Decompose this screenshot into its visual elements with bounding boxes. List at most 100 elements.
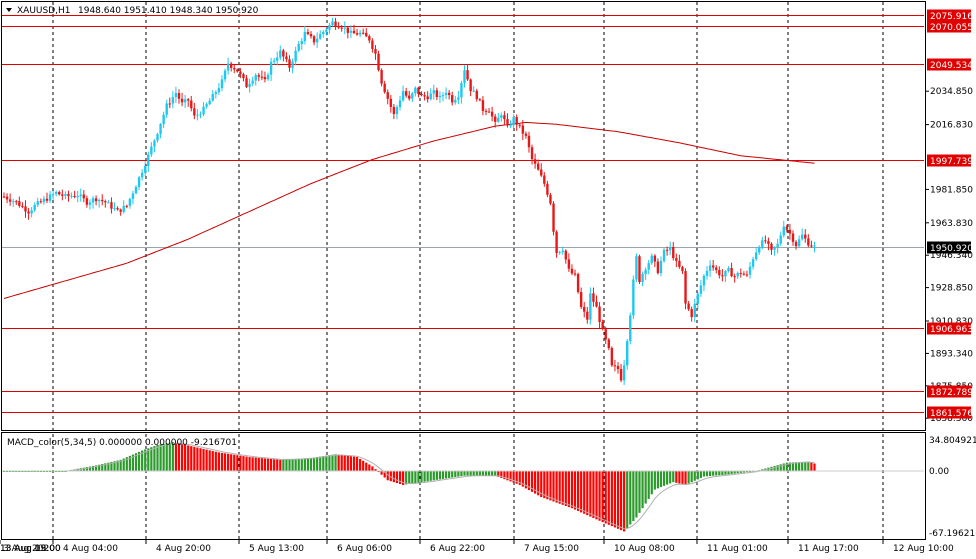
macd-bar xyxy=(592,471,595,518)
candle xyxy=(681,265,684,274)
candle xyxy=(358,29,362,38)
candle xyxy=(758,245,761,255)
macd-bar xyxy=(266,458,270,471)
candle xyxy=(45,192,49,203)
candle xyxy=(604,326,607,345)
candle xyxy=(300,38,303,51)
candle xyxy=(469,78,472,97)
macd-bar xyxy=(712,471,715,476)
macd-bar xyxy=(804,461,807,471)
candle xyxy=(365,27,368,38)
macd-bar xyxy=(534,471,537,494)
macd-bar xyxy=(576,471,580,511)
macd-bar xyxy=(662,471,666,486)
candle xyxy=(770,242,773,255)
macd-bar xyxy=(269,459,273,471)
current-price-label-bg xyxy=(927,241,971,254)
candle xyxy=(487,107,491,113)
candle xyxy=(767,237,770,251)
candle xyxy=(656,258,660,275)
time-label-9: 11 Aug 17:00 xyxy=(798,544,859,554)
candle xyxy=(322,30,325,38)
level-label-bg-6 xyxy=(927,406,971,419)
macd-bar xyxy=(543,471,546,499)
dropdown-triangle-icon[interactable] xyxy=(6,8,12,12)
macd-bar xyxy=(785,462,788,471)
macd-bar xyxy=(380,471,383,475)
macd-bar xyxy=(549,471,552,501)
macd-bar xyxy=(180,444,184,471)
candle xyxy=(638,254,641,284)
candle xyxy=(721,269,724,282)
candle xyxy=(438,91,442,103)
candle xyxy=(672,241,675,261)
candle xyxy=(386,89,389,105)
candle xyxy=(629,312,632,345)
macd-bar xyxy=(521,471,524,487)
candle xyxy=(776,238,779,254)
macd-bar xyxy=(82,467,85,471)
price-tick-1: 2016.830 xyxy=(930,121,973,131)
macd-bar xyxy=(598,471,601,521)
level-label-3: 1997.739 xyxy=(930,157,973,167)
macd-bar xyxy=(337,454,340,471)
candle xyxy=(754,248,758,261)
macd-bar xyxy=(211,451,214,471)
time-axis: 3 Aug 2020 4 Aug 04:00 4 Aug 20:00 5 Aug 13… xyxy=(0,540,954,554)
macd-bar xyxy=(509,471,512,482)
symbol-label: XAUUSD,H1 xyxy=(17,6,71,16)
candle xyxy=(76,190,79,203)
candle xyxy=(662,247,666,263)
macd-histogram xyxy=(2,442,816,532)
candle xyxy=(696,292,700,310)
candle xyxy=(110,197,113,214)
macd-bar xyxy=(279,459,282,471)
macd-bar xyxy=(168,442,171,471)
macd-bar xyxy=(463,471,466,476)
macd-bar xyxy=(524,471,527,489)
candle xyxy=(466,64,469,81)
candle xyxy=(500,112,503,122)
candle xyxy=(229,61,233,72)
candle xyxy=(392,103,396,120)
candle xyxy=(85,195,89,208)
macd-bar xyxy=(589,471,592,517)
candle xyxy=(576,272,580,294)
candle xyxy=(616,362,620,374)
candle xyxy=(432,84,435,100)
macd-bar xyxy=(638,471,641,513)
macd-bar xyxy=(245,456,248,471)
macd-bar xyxy=(392,471,395,483)
macd-bar xyxy=(742,471,745,473)
candle xyxy=(24,200,27,218)
candle xyxy=(457,91,460,105)
candle xyxy=(715,265,718,274)
candle xyxy=(12,198,15,207)
macd-bar xyxy=(91,465,95,471)
candle xyxy=(67,190,70,202)
macd-bar xyxy=(512,471,515,483)
candle xyxy=(414,86,417,97)
macd-bar xyxy=(116,460,119,471)
price-axis: 2034.850 2016.830 1981.850 1963.830 1946.340… xyxy=(925,87,973,424)
macd-bar xyxy=(715,471,718,476)
macd-bar xyxy=(104,463,107,471)
macd-bar xyxy=(153,446,156,471)
candle xyxy=(668,241,672,255)
candle xyxy=(79,188,82,202)
macd-bar xyxy=(429,471,432,481)
macd-bar xyxy=(383,471,386,478)
candle xyxy=(711,259,715,271)
macd-bar xyxy=(205,449,208,471)
macd-bar xyxy=(306,458,310,471)
candle xyxy=(119,208,122,216)
level-label-bg-2 xyxy=(927,58,971,71)
candle xyxy=(140,169,144,181)
macd-bar xyxy=(491,471,494,476)
candle xyxy=(260,70,264,81)
candle xyxy=(690,306,693,322)
macd-bar xyxy=(583,471,586,514)
candle xyxy=(174,86,178,103)
macd-bar xyxy=(119,459,122,471)
candle xyxy=(567,253,571,272)
